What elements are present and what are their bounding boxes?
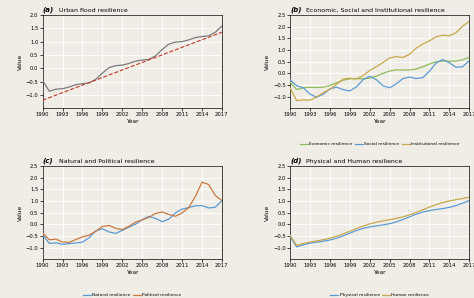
Legend: Physical resilience, Human resilience: Physical resilience, Human resilience (328, 291, 431, 298)
X-axis label: Year: Year (374, 119, 386, 124)
Text: (a): (a) (43, 7, 54, 13)
X-axis label: Year: Year (126, 270, 138, 275)
Y-axis label: Value: Value (18, 204, 23, 221)
Text: Physical and Human resilience: Physical and Human resilience (304, 159, 402, 164)
Text: Urban flood resilience: Urban flood resilience (57, 8, 128, 13)
Y-axis label: Value: Value (265, 53, 270, 70)
Legend: Economic resilience, Social resilience, Institutional resilience: Economic resilience, Social resilience, … (298, 140, 461, 148)
Text: (b): (b) (290, 7, 301, 13)
X-axis label: Year: Year (126, 119, 138, 124)
Y-axis label: Value: Value (265, 204, 270, 221)
X-axis label: Year: Year (374, 270, 386, 275)
Text: (d): (d) (290, 158, 301, 164)
Text: Economic, Social and Institutional resilience: Economic, Social and Institutional resil… (304, 8, 445, 13)
Text: Natural and Political resilience: Natural and Political resilience (57, 159, 155, 164)
Legend: Natural resilience, Political resilience: Natural resilience, Political resilience (81, 291, 183, 298)
Y-axis label: Value: Value (18, 53, 23, 70)
Text: (c): (c) (43, 158, 53, 164)
